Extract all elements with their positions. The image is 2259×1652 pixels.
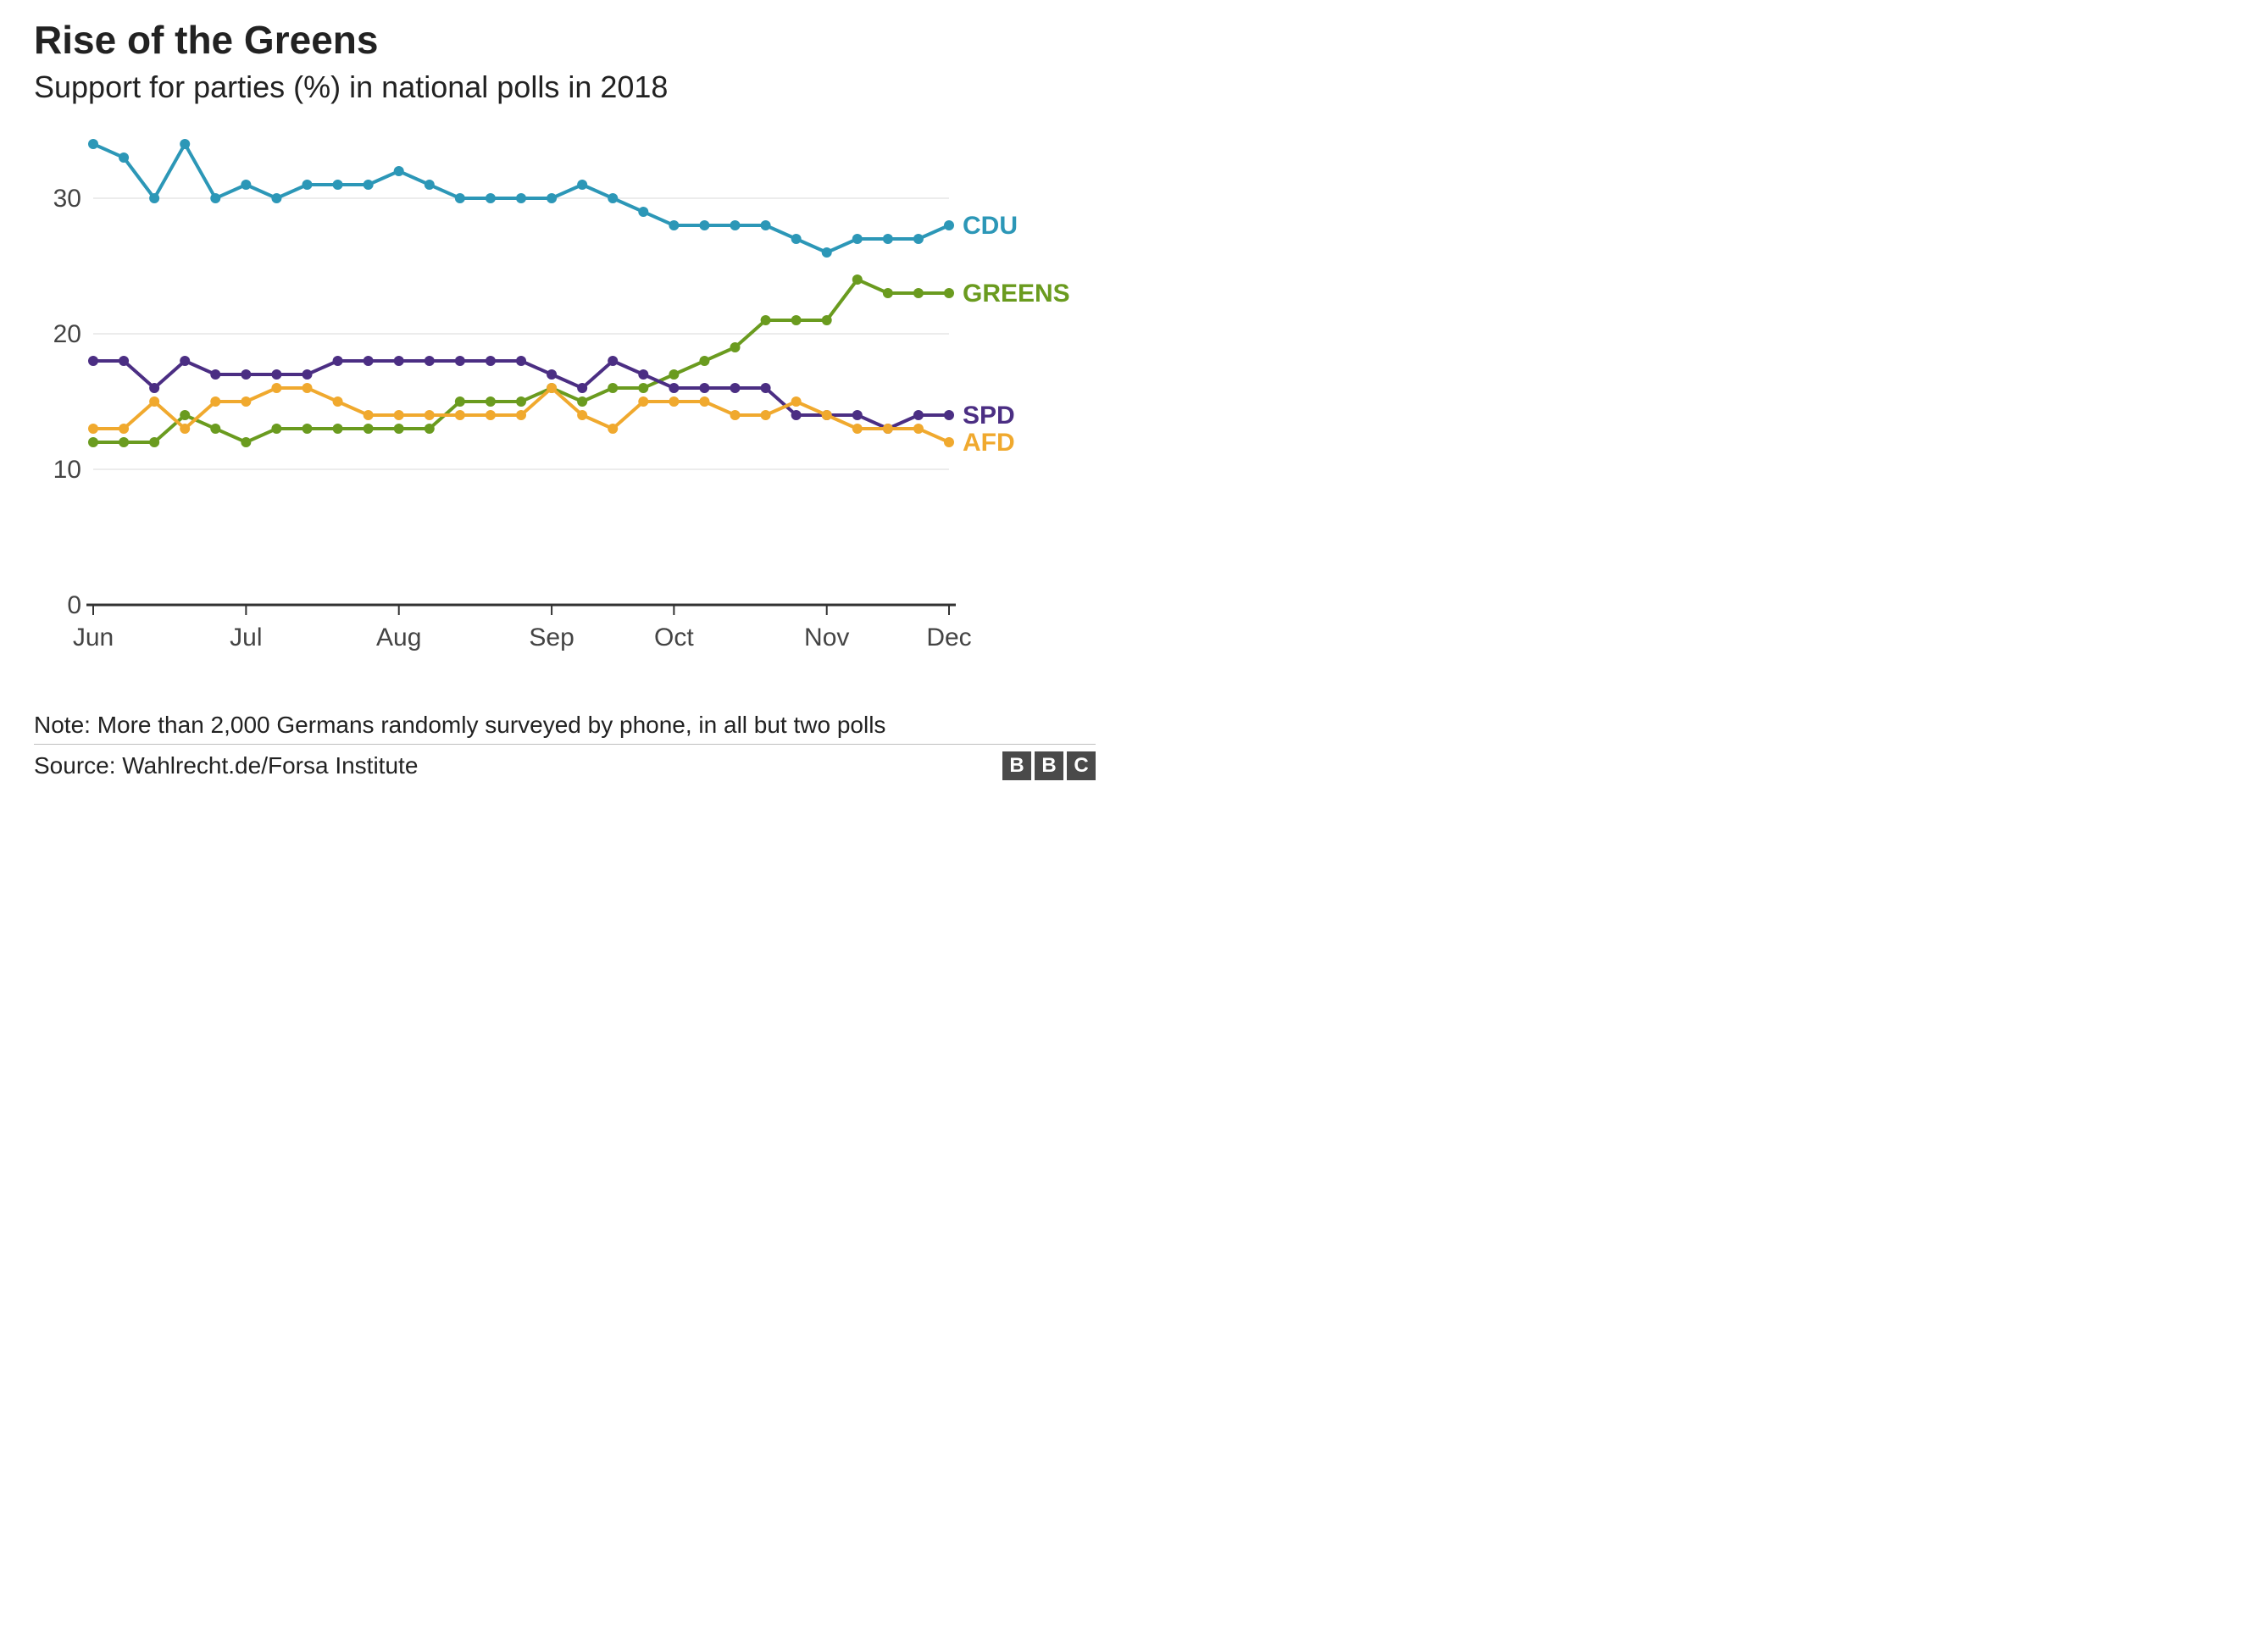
chart-note: Note: More than 2,000 Germans randomly s… (34, 712, 1096, 739)
svg-text:SPD: SPD (963, 402, 1015, 430)
plot-area: 0 10 20 30 Jun Jul Aug Sep Oct Nov Dec CDU GREENS SPD… (34, 122, 1096, 698)
bbc-logo: B B C (1002, 751, 1096, 780)
svg-text:CDU: CDU (963, 212, 1018, 240)
svg-text:GREENS: GREENS (963, 280, 1070, 308)
svg-text:30: 30 (53, 185, 81, 213)
bbc-logo-letter: B (1002, 751, 1031, 780)
source-row: Source: Wahlrecht.de/Forsa Institute B B… (34, 744, 1096, 780)
chart-footer: Note: More than 2,000 Germans randomly s… (34, 712, 1096, 780)
chart-source: Source: Wahlrecht.de/Forsa Institute (34, 752, 418, 779)
svg-text:Jun: Jun (73, 624, 114, 651)
svg-text:Jul: Jul (230, 624, 262, 651)
svg-text:Nov: Nov (804, 624, 849, 651)
line-chart-svg: 0 10 20 30 Jun Jul Aug Sep Oct Nov Dec CDU GREENS SPD… (34, 122, 1093, 664)
svg-text:0: 0 (67, 591, 81, 619)
svg-text:Oct: Oct (654, 624, 694, 651)
svg-text:AFD: AFD (963, 429, 1015, 457)
svg-text:10: 10 (53, 456, 81, 484)
bbc-logo-letter: B (1035, 751, 1063, 780)
chart-subtitle: Support for parties (%) in national poll… (34, 69, 1096, 105)
chart-title: Rise of the Greens (34, 17, 1096, 63)
svg-text:20: 20 (53, 320, 81, 348)
svg-text:Aug: Aug (376, 624, 421, 651)
chart-container: Rise of the Greens Support for parties (… (0, 0, 1130, 826)
svg-text:Dec: Dec (926, 624, 971, 651)
bbc-logo-letter: C (1067, 751, 1096, 780)
svg-text:Sep: Sep (529, 624, 574, 651)
